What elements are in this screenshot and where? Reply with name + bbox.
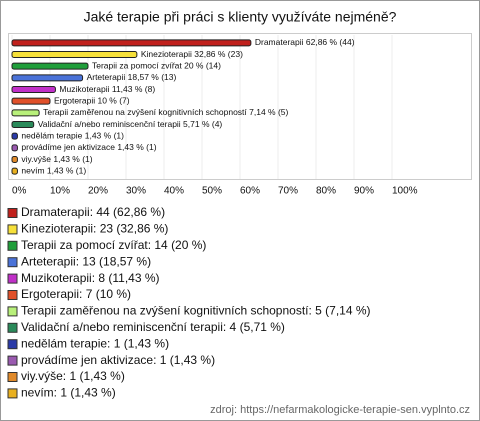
bar xyxy=(11,51,138,58)
x-tick-label: 30% xyxy=(126,186,146,197)
value-label: Dramaterapii 62,86 % (44) xyxy=(255,37,355,47)
legend-label: Validační a/nebo reminiscenční terapii: … xyxy=(21,320,285,334)
legend-swatch xyxy=(7,240,18,251)
legend-label: provádíme jen aktivizace: 1 (1,43 %) xyxy=(21,353,215,367)
legend-swatch xyxy=(7,273,18,284)
legend-swatch xyxy=(7,224,18,235)
chart-title: Jaké terapie při práci s klienty využívá… xyxy=(84,9,397,25)
value-label: nevím 1,43 % (1) xyxy=(21,165,86,175)
legend-label: Arteterapii: 13 (18,57 %) xyxy=(21,254,151,268)
legend-label: Ergoterapii: 7 (10 %) xyxy=(21,287,131,301)
legend-swatch xyxy=(7,208,18,218)
legend-swatch xyxy=(7,388,18,399)
legend-label: Terapii za pomocí zvířat: 14 (20 %) xyxy=(21,238,206,252)
value-label: Muzikoterapii 11,43 % (8) xyxy=(59,84,155,94)
x-tick-label: 40% xyxy=(164,186,184,197)
x-tick-label: 100% xyxy=(392,186,418,197)
x-tick-label: 80% xyxy=(316,186,336,197)
legend-label: Dramaterapii: 44 (62,86 %) xyxy=(21,205,165,219)
bar xyxy=(11,109,40,117)
bar xyxy=(11,121,35,128)
x-tick-label: 20% xyxy=(88,186,108,197)
value-label: Terapii za pomocí zvířat 20 % (14) xyxy=(92,60,221,70)
bar xyxy=(11,132,18,140)
value-label: Validační a/nebo reminiscenční terapii 5… xyxy=(38,119,223,129)
legend-swatch xyxy=(7,290,18,300)
legend-label: nevím: 1 (1,43 %) xyxy=(21,386,116,400)
legend-label: Kinezioterapii: 23 (32,86 %) xyxy=(21,222,168,236)
legend-swatch xyxy=(7,322,18,333)
bar xyxy=(11,144,18,152)
legend-label: viy.výše: 1 (1,43 %) xyxy=(21,369,125,383)
legend-label: Terapii zaměřenou na zvýšení kognitivníc… xyxy=(21,304,371,318)
bar xyxy=(11,167,18,175)
source: zdroj: https://nefarmakologicke-terapie-… xyxy=(210,404,470,416)
x-tick-label: 90% xyxy=(354,186,374,197)
value-label: provádíme jen aktivizace 1,43 % (1) xyxy=(21,142,156,152)
bar xyxy=(11,74,84,82)
legend-label: nedělám terapie: 1 (1,43 %) xyxy=(21,336,169,350)
x-tick-label: 50% xyxy=(202,186,222,197)
value-label: Terapii zaměřenou na zvýšení kognitivníc… xyxy=(43,107,288,117)
x-tick-label: 70% xyxy=(278,186,298,197)
value-label: Kinezioterapii 32,86 % (23) xyxy=(141,49,243,59)
legend-swatch xyxy=(7,372,18,382)
legend-swatch xyxy=(7,339,18,350)
bar xyxy=(11,39,252,47)
value-label: nedělám terapie 1,43 % (1) xyxy=(21,130,124,140)
bar xyxy=(11,62,89,70)
legend-swatch xyxy=(7,257,18,268)
x-tick-label: 60% xyxy=(240,186,260,197)
legend-swatch xyxy=(7,355,18,366)
value-label: viy.výše 1,43 % (1) xyxy=(21,154,92,164)
x-tick-label: 10% xyxy=(50,186,70,197)
legend-swatch xyxy=(7,306,18,317)
value-label: Ergoterapii 10 % (7) xyxy=(54,95,130,105)
x-tick-label: 0% xyxy=(12,186,27,197)
legend-label: Muzikoterapii: 8 (11,43 %) xyxy=(21,271,160,285)
bar xyxy=(11,156,18,163)
bar xyxy=(11,86,56,93)
bar xyxy=(11,97,51,105)
value-label: Arteterapii 18,57 % (13) xyxy=(87,72,177,82)
